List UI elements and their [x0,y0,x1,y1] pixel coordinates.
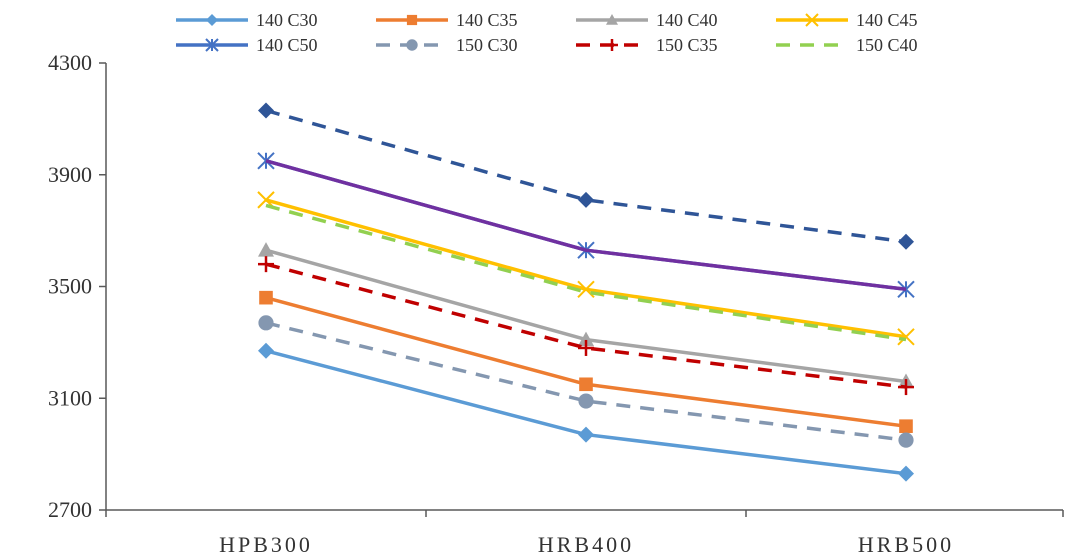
series-2 [258,242,914,388]
x-tick-label: HRB400 [538,532,634,556]
point-marker [897,328,915,346]
point-marker [579,377,593,392]
y-tick-label: 3900 [48,162,92,187]
point-marker [578,393,594,409]
series-line [265,159,907,292]
legend-label: 140 C30 [256,10,318,30]
series-line [265,321,907,442]
point-marker [406,14,418,26]
y-tick-label: 4300 [48,50,92,75]
legend-label: 140 C50 [256,35,318,55]
x-ticks: HPB300 HRB400 HRB500 [105,510,1064,556]
legend-label: 150 C30 [456,35,518,55]
y-ticks: 2700 3100 3500 3900 4300 [48,50,106,522]
series-1 [259,290,913,433]
y-tick-label: 3100 [48,385,92,410]
series-8 [258,102,914,250]
series-9 [265,159,907,292]
point-marker [606,14,618,25]
series-0 [258,342,914,482]
legend-label: 150 C35 [656,35,718,55]
point-marker [898,379,914,396]
point-marker [406,39,418,51]
series-line [265,198,907,339]
series-line [265,108,907,244]
point-marker [206,14,218,26]
legend-item: 150 C35 [576,35,718,55]
point-marker [205,38,219,52]
point-marker [898,465,914,482]
legend-item: 140 C40 [576,10,718,30]
legend-item: 140 C45 [776,10,918,30]
y-tick-label: 2700 [48,497,92,522]
legend-item: 140 C35 [376,10,518,30]
legend-item: 140 C30 [176,10,318,30]
point-marker [258,102,274,119]
x-tick-label: HRB500 [858,532,954,556]
marker-stroke [577,280,595,299]
x-tick-label: HPB300 [219,532,313,556]
axes: 2700 3100 3500 3900 4300 HPB300 HRB400 HRB500 [48,50,1064,556]
legend-item: 150 C30 [376,35,518,55]
point-marker [258,342,274,359]
series-line [265,248,907,384]
point-marker [578,339,594,356]
legend-label: 140 C45 [856,10,918,30]
point-marker [606,39,618,51]
point-marker [258,256,274,273]
point-marker [258,315,274,331]
legend: 140 C30 140 C35 140 C40 140 C45 140 C50 150 C… [176,10,918,55]
point-marker [578,191,594,208]
legend-item: 150 C40 [776,35,918,55]
point-marker [899,419,913,433]
point-marker [258,242,274,257]
point-marker [805,13,819,27]
series-6 [258,256,914,396]
legend-label: 140 C40 [656,10,718,30]
marker-stroke [257,191,275,209]
legend-label: 140 C35 [456,10,518,30]
point-marker [259,290,273,305]
point-marker [898,432,914,448]
y-tick-label: 3500 [48,274,92,299]
legend-item: 140 C50 [176,35,318,55]
point-marker [898,233,914,250]
series-layer [257,102,915,482]
point-marker [578,331,594,346]
marker-stroke [805,13,819,27]
legend-label: 150 C40 [856,35,918,55]
marker-stroke [897,328,915,346]
point-marker [578,426,594,443]
series-5 [258,315,914,448]
